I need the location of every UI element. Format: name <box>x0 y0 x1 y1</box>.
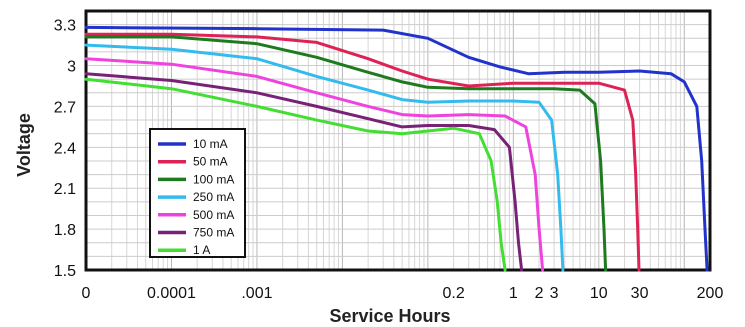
series-layer <box>84 25 709 272</box>
legend-label: 500 mA <box>193 208 234 222</box>
series-line-10-ma <box>84 25 709 272</box>
x-tick-label: 0.2 <box>442 285 464 302</box>
x-tick-label: .001 <box>241 285 272 302</box>
series-line-750-ma <box>84 72 524 272</box>
y-tick-label: 1.5 <box>54 263 76 280</box>
legend-label: 750 mA <box>193 226 234 240</box>
series-line-1-a <box>84 77 507 272</box>
tick-layer: 0 0.0001.001 0.2 1 2 3 10 30 2001.51.82.12.42.73… <box>54 18 724 302</box>
series-line-50-ma <box>84 32 641 272</box>
y-tick-label: 2.1 <box>54 181 76 198</box>
y-tick-label: 2.4 <box>54 140 76 157</box>
plot-frame <box>84 9 712 272</box>
x-tick-label: 200 <box>697 285 724 302</box>
y-tick-label: 2.7 <box>54 99 76 116</box>
x-tick-label: 0.0001 <box>147 285 196 302</box>
legend-box <box>149 128 246 258</box>
y-axis-title: Voltage <box>14 113 34 177</box>
legend-label: 1 A <box>193 243 210 257</box>
y-tick-label: 3.3 <box>54 18 76 35</box>
series-line-500-ma <box>84 57 545 272</box>
x-tick-label: 3 <box>550 285 559 302</box>
y-tick-label: 3 <box>67 59 76 76</box>
legend-label: 100 mA <box>193 172 234 186</box>
legend-label: 10 mA <box>193 137 228 151</box>
x-tick-label: 1 <box>509 285 518 302</box>
legend-label: 50 mA <box>193 155 228 169</box>
x-tick-label: 0 <box>82 285 91 302</box>
legend: 10 mA 50 mA 100 mA 250 mA 500 mA 750 mA 1 A <box>149 128 246 258</box>
x-tick-label: 30 <box>631 285 649 302</box>
series-line-100-ma <box>84 35 608 272</box>
y-tick-label: 1.8 <box>54 222 76 239</box>
x-tick-label: 10 <box>590 285 608 302</box>
x-axis-title: Service Hours <box>329 306 450 326</box>
legend-label: 250 mA <box>193 190 234 204</box>
series-line-250-ma <box>84 43 565 272</box>
x-tick-label: 2 <box>535 285 544 302</box>
